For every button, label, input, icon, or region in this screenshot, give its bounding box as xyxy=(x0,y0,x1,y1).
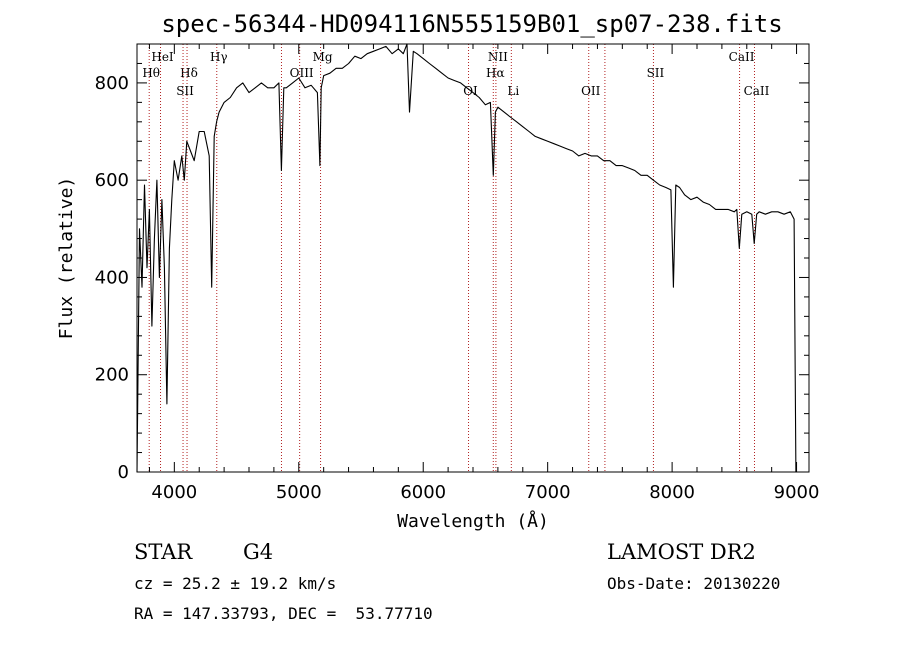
y-tick-label: 800 xyxy=(95,73,129,94)
line-marker-label: Mg xyxy=(313,50,333,64)
line-marker-label: SII xyxy=(647,66,665,80)
series-group xyxy=(136,43,797,473)
x-tick-label: 8000 xyxy=(649,482,695,503)
line-marker-label: CaII xyxy=(729,50,755,64)
x-axis-label: Wavelength (Å) xyxy=(397,510,549,532)
y-tick-label: 400 xyxy=(95,267,129,288)
plot-frame xyxy=(136,43,810,473)
line-marker-label: NII xyxy=(488,50,508,64)
x-tick-label: 7000 xyxy=(525,482,571,503)
y-tick-label: 600 xyxy=(95,170,129,191)
x-axis: 4000 5000 6000 7000 8000 9000 xyxy=(148,44,820,503)
x-tick-label: 4000 xyxy=(151,482,197,503)
cz-value: cz = 25.2 ± 19.2 km/s xyxy=(134,574,336,593)
line-marker-label: Hγ xyxy=(210,50,228,64)
line-marker-label: Hδ xyxy=(180,66,198,80)
series-line-0 xyxy=(136,43,797,473)
x-tick-label: 5000 xyxy=(276,482,322,503)
class-label: STAR xyxy=(134,540,193,564)
x-tick-label: 9000 xyxy=(774,482,820,503)
coordinates: RA = 147.33793, DEC = 53.77710 xyxy=(134,604,433,623)
line-marker-label: HeI xyxy=(151,50,174,64)
chart-title: spec-56344-HD094116N555159B01_sp07-238.f… xyxy=(161,10,782,38)
y-axis: 0 200 400 600 800 xyxy=(95,62,809,483)
survey-label: LAMOST DR2 xyxy=(607,540,756,564)
line-marker-label: Li xyxy=(507,84,519,98)
y-axis-label: Flux (relative) xyxy=(56,177,77,340)
x-tick-label: 6000 xyxy=(400,482,446,503)
line-marker-label: Hα xyxy=(486,66,505,80)
line-marker-label: OIII xyxy=(290,66,314,80)
line-marker-label: CaII xyxy=(744,84,770,98)
y-tick-label: 0 xyxy=(118,462,129,483)
line-marker-label: OII xyxy=(581,84,601,98)
line-marker-label: SII xyxy=(176,84,194,98)
obs-date: Obs-Date: 20130220 xyxy=(607,574,780,593)
y-tick-label: 200 xyxy=(95,365,129,386)
subclass-label: G4 xyxy=(243,540,273,564)
line-marker-label: Hθ xyxy=(142,66,160,80)
